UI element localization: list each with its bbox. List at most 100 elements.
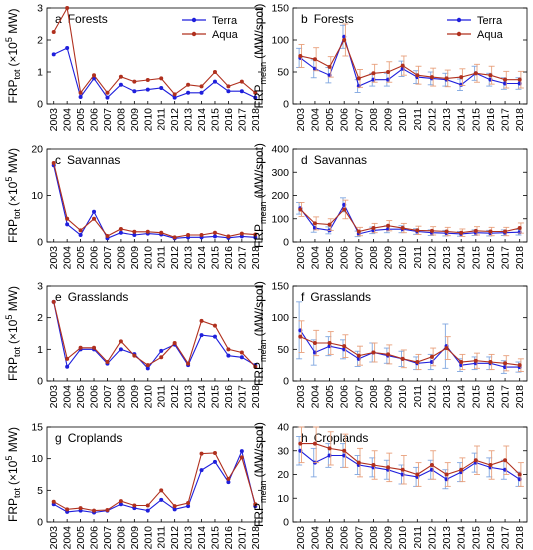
series-terra	[51, 299, 258, 371]
x-tick-label: 2008	[115, 385, 127, 409]
data-point	[186, 501, 191, 505]
data-point	[327, 222, 332, 227]
x-tick-label: 2009	[129, 385, 141, 409]
panel-title: a Forests	[55, 12, 108, 26]
x-tick-label: 2016	[485, 385, 497, 409]
y-axis-label: FRPmean(MW/spot)	[252, 281, 268, 386]
series-line	[53, 301, 256, 368]
data-point	[400, 63, 405, 68]
data-point	[517, 226, 522, 231]
y-tick-label: 30	[277, 445, 289, 457]
x-tick-label: 2003	[48, 385, 60, 409]
x-tick-label: 2018	[514, 108, 526, 132]
x-tick-label: 2015	[209, 526, 221, 550]
data-point	[356, 76, 361, 81]
data-point	[503, 361, 508, 366]
y-axis-label: FRPtot(×105 MW)	[4, 286, 22, 381]
panel-title: d Savannas	[301, 153, 367, 167]
data-point	[65, 216, 70, 221]
panel-title: e Grasslands	[55, 290, 128, 304]
data-point	[226, 476, 231, 481]
x-tick-label: 2014	[196, 385, 208, 409]
x-tick-label: 2013	[183, 526, 195, 550]
y-tick-label: 100	[271, 35, 289, 47]
data-point	[312, 221, 317, 226]
x-tick-label: 2009	[129, 526, 141, 550]
y-tick-label: 400	[271, 144, 289, 156]
series-line	[299, 35, 520, 87]
x-tick-label: 2005	[75, 385, 87, 409]
plot-frame	[46, 426, 263, 523]
x-tick-label: 2013	[441, 246, 453, 270]
y-tick-label: 10	[277, 493, 289, 505]
x-tick-label: 2005	[324, 246, 336, 270]
data-point	[444, 346, 449, 351]
data-point	[65, 6, 70, 10]
y-axis-label: FRPtot(×105 MW)	[4, 148, 22, 243]
data-point	[78, 506, 83, 511]
data-point	[92, 209, 97, 214]
panel-d: 0 100 200 300 400 2003 2004 2005 2006 2007 2008 200…	[252, 143, 528, 270]
x-tick-label: 2004	[309, 526, 321, 550]
data-point	[199, 318, 204, 323]
x-tick-label: 2004	[62, 246, 74, 270]
y-tick-label: 150	[271, 281, 289, 293]
series-aqua	[51, 6, 258, 97]
x-tick-label: 2003	[295, 526, 307, 550]
x-tick-label: 2008	[368, 108, 380, 132]
x-tick-label: 2018	[514, 246, 526, 270]
y-tick-label: 0	[283, 517, 289, 529]
data-point	[199, 233, 204, 238]
data-point	[342, 38, 347, 42]
legend-label: Aqua	[477, 29, 504, 41]
data-point	[298, 441, 303, 446]
panel-title: c Savannas	[55, 153, 120, 167]
x-tick-label: 2012	[169, 385, 181, 409]
x-tick-label: 2011	[156, 385, 168, 408]
x-tick-label: 2014	[456, 526, 468, 550]
data-point	[212, 323, 217, 328]
data-point	[239, 234, 244, 239]
data-point	[65, 356, 70, 361]
data-point	[488, 463, 493, 467]
x-tick-label: 2006	[89, 108, 101, 132]
data-point	[92, 508, 97, 513]
data-point	[226, 89, 231, 94]
data-point	[226, 234, 231, 239]
data-point	[342, 344, 347, 349]
y-tick-label: 1	[37, 67, 43, 79]
data-point	[356, 460, 361, 465]
data-point	[132, 89, 137, 94]
data-point	[118, 82, 123, 87]
panel-title: b Forests	[301, 12, 354, 26]
plot-frame	[46, 7, 263, 105]
data-point	[172, 504, 177, 509]
y-tick-label: 0	[37, 376, 43, 388]
x-tick-label: 2015	[470, 108, 482, 132]
data-point	[415, 472, 420, 477]
data-point	[132, 503, 137, 508]
x-tick-label: 2006	[89, 385, 101, 409]
data-point	[65, 222, 70, 227]
x-tick-label: 2014	[456, 385, 468, 409]
x-tick-label: 2004	[309, 108, 321, 132]
y-tick-label: 0	[37, 237, 43, 249]
data-point	[239, 449, 244, 454]
y-tick-label: 100	[271, 213, 289, 225]
data-point	[298, 207, 303, 212]
data-point	[199, 84, 204, 89]
legend: Terra Aqua	[447, 15, 504, 41]
data-point	[132, 353, 137, 358]
legend-marker	[191, 31, 197, 37]
series-aqua	[298, 320, 524, 372]
x-tick-label: 2011	[156, 108, 168, 131]
legend-label: Terra	[212, 15, 238, 27]
x-tick-label: 2016	[223, 108, 235, 132]
data-point	[239, 355, 244, 360]
data-point	[51, 52, 56, 57]
x-tick-label: 2017	[236, 385, 248, 409]
x-tick-label: 2009	[383, 246, 395, 270]
data-point	[159, 230, 164, 235]
